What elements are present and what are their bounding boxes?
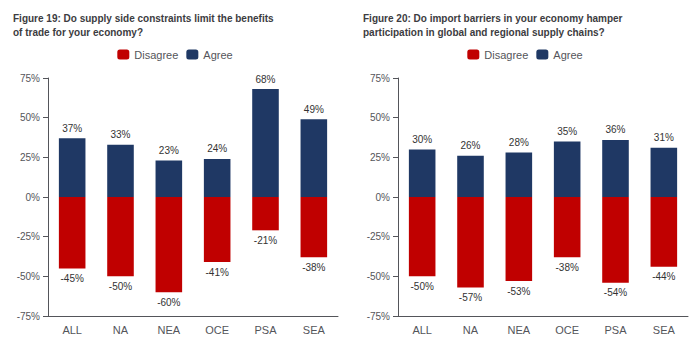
svg-text:PSA: PSA xyxy=(254,324,277,336)
svg-text:NEA: NEA xyxy=(158,324,181,336)
svg-text:-41%: -41% xyxy=(205,267,228,278)
svg-text:participation in global and re: participation in global and regional sup… xyxy=(363,27,605,38)
svg-text:-75%: -75% xyxy=(367,311,390,322)
svg-text:24%: 24% xyxy=(207,143,227,154)
svg-text:-60%: -60% xyxy=(157,297,180,308)
svg-text:25%: 25% xyxy=(20,152,40,163)
svg-text:ALL: ALL xyxy=(62,324,82,336)
svg-text:-50%: -50% xyxy=(109,281,132,292)
svg-text:0%: 0% xyxy=(376,192,391,203)
svg-text:-50%: -50% xyxy=(410,281,433,292)
svg-text:PSA: PSA xyxy=(604,324,627,336)
svg-text:50%: 50% xyxy=(370,112,390,123)
svg-text:-25%: -25% xyxy=(367,231,390,242)
svg-text:33%: 33% xyxy=(110,129,130,140)
svg-text:of trade for your economy?: of trade for your economy? xyxy=(13,27,143,38)
svg-text:26%: 26% xyxy=(460,140,480,151)
svg-text:-45%: -45% xyxy=(60,273,83,284)
svg-text:-50%: -50% xyxy=(367,271,390,282)
svg-text:23%: 23% xyxy=(159,145,179,156)
svg-text:-38%: -38% xyxy=(302,262,325,273)
svg-text:SEA: SEA xyxy=(653,324,676,336)
svg-text:75%: 75% xyxy=(370,73,390,84)
svg-text:-25%: -25% xyxy=(17,231,40,242)
svg-text:30%: 30% xyxy=(412,134,432,145)
svg-text:37%: 37% xyxy=(62,123,82,134)
svg-text:ALL: ALL xyxy=(412,324,432,336)
svg-text:Figure 19: Do supply side cons: Figure 19: Do supply side constraints li… xyxy=(13,13,274,24)
svg-text:Figure 20: Do import barriers: Figure 20: Do import barriers in your ec… xyxy=(363,13,623,24)
svg-text:68%: 68% xyxy=(255,74,275,85)
svg-text:NEA: NEA xyxy=(508,324,531,336)
svg-text:-50%: -50% xyxy=(17,271,40,282)
svg-text:28%: 28% xyxy=(509,137,529,148)
svg-text:-44%: -44% xyxy=(652,271,675,282)
svg-text:Agree: Agree xyxy=(553,49,582,61)
svg-text:-53%: -53% xyxy=(507,286,530,297)
svg-text:Disagree: Disagree xyxy=(134,49,178,61)
svg-text:49%: 49% xyxy=(304,104,324,115)
svg-text:25%: 25% xyxy=(370,152,390,163)
svg-text:0%: 0% xyxy=(26,192,41,203)
svg-text:75%: 75% xyxy=(20,73,40,84)
svg-text:Disagree: Disagree xyxy=(484,49,528,61)
svg-text:50%: 50% xyxy=(20,112,40,123)
svg-text:-38%: -38% xyxy=(555,262,578,273)
svg-text:-57%: -57% xyxy=(459,292,482,303)
svg-text:-21%: -21% xyxy=(254,235,277,246)
svg-text:-75%: -75% xyxy=(17,311,40,322)
svg-text:36%: 36% xyxy=(605,124,625,135)
svg-text:SEA: SEA xyxy=(303,324,326,336)
svg-text:NA: NA xyxy=(113,324,129,336)
svg-text:NA: NA xyxy=(463,324,479,336)
svg-text:OCE: OCE xyxy=(205,324,229,336)
svg-text:31%: 31% xyxy=(654,132,674,143)
svg-text:Agree: Agree xyxy=(203,49,232,61)
svg-text:-54%: -54% xyxy=(604,287,627,298)
svg-text:OCE: OCE xyxy=(555,324,579,336)
svg-text:35%: 35% xyxy=(557,126,577,137)
